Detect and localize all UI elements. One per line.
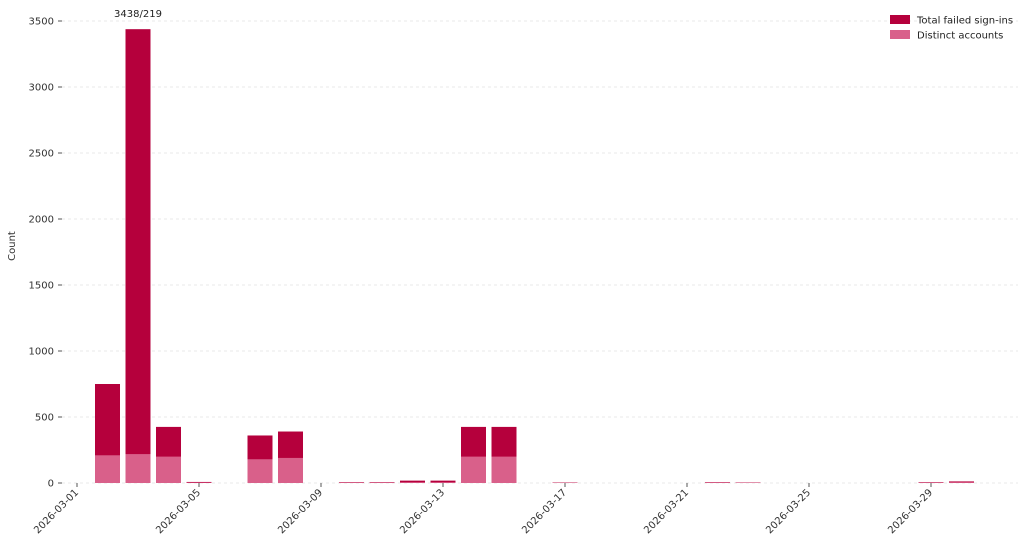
y-tick-label: 3500 — [29, 17, 54, 28]
legend-label: Distinct accounts — [917, 31, 1003, 42]
x-axis: 2026-03-01 2026-03-05 2026-03-09 2026-03-13… — [32, 483, 935, 536]
bar-distinct — [461, 456, 486, 483]
y-tick-label: 2500 — [29, 149, 54, 160]
bar-distinct — [156, 456, 181, 483]
y-tick-label: 2000 — [29, 215, 54, 226]
y-axis: 0 500 1000 1500 2000 2500 3000 3500 — [29, 17, 62, 490]
bar-distinct — [430, 482, 456, 483]
bar-distinct — [400, 482, 425, 483]
bar-distinct — [278, 457, 303, 483]
x-tick-label: 2026-03-21 — [642, 487, 691, 536]
bar-distinct — [186, 482, 212, 483]
bar-total — [125, 29, 151, 484]
bar-total — [400, 480, 425, 483]
data-label: 3438/219 — [114, 9, 162, 20]
bars — [95, 29, 974, 484]
y-tick-label: 1000 — [29, 347, 54, 358]
y-tick-label: 3000 — [29, 83, 54, 94]
legend-swatch — [890, 30, 910, 39]
x-tick-label: 2026-03-13 — [398, 487, 447, 536]
bar-distinct — [491, 456, 517, 483]
y-tick-label: 1500 — [29, 281, 54, 292]
legend-swatch — [890, 15, 910, 24]
bar-distinct — [247, 459, 273, 483]
grid — [62, 20, 1018, 484]
x-tick-label: 2026-03-25 — [764, 487, 813, 536]
y-tick-label: 0 — [48, 479, 54, 490]
x-tick-label: 2026-03-05 — [154, 487, 203, 536]
x-tick-label: 2026-03-01 — [32, 487, 81, 536]
bar-distinct — [125, 454, 151, 483]
x-tick-label: 2026-03-29 — [886, 487, 935, 536]
x-tick-label: 2026-03-17 — [520, 487, 569, 536]
y-tick-label: 500 — [35, 413, 54, 424]
annotations: 3438/219 — [114, 9, 162, 20]
bar-total — [430, 480, 456, 483]
bar-distinct — [95, 455, 120, 483]
bar-distinct — [949, 482, 974, 483]
x-tick-label: 2026-03-09 — [276, 487, 325, 536]
legend-label: Total failed sign-ins — [916, 16, 1013, 27]
legend: Total failed sign-ins Distinct accounts — [890, 15, 1013, 42]
y-axis-label: Count — [7, 231, 18, 261]
